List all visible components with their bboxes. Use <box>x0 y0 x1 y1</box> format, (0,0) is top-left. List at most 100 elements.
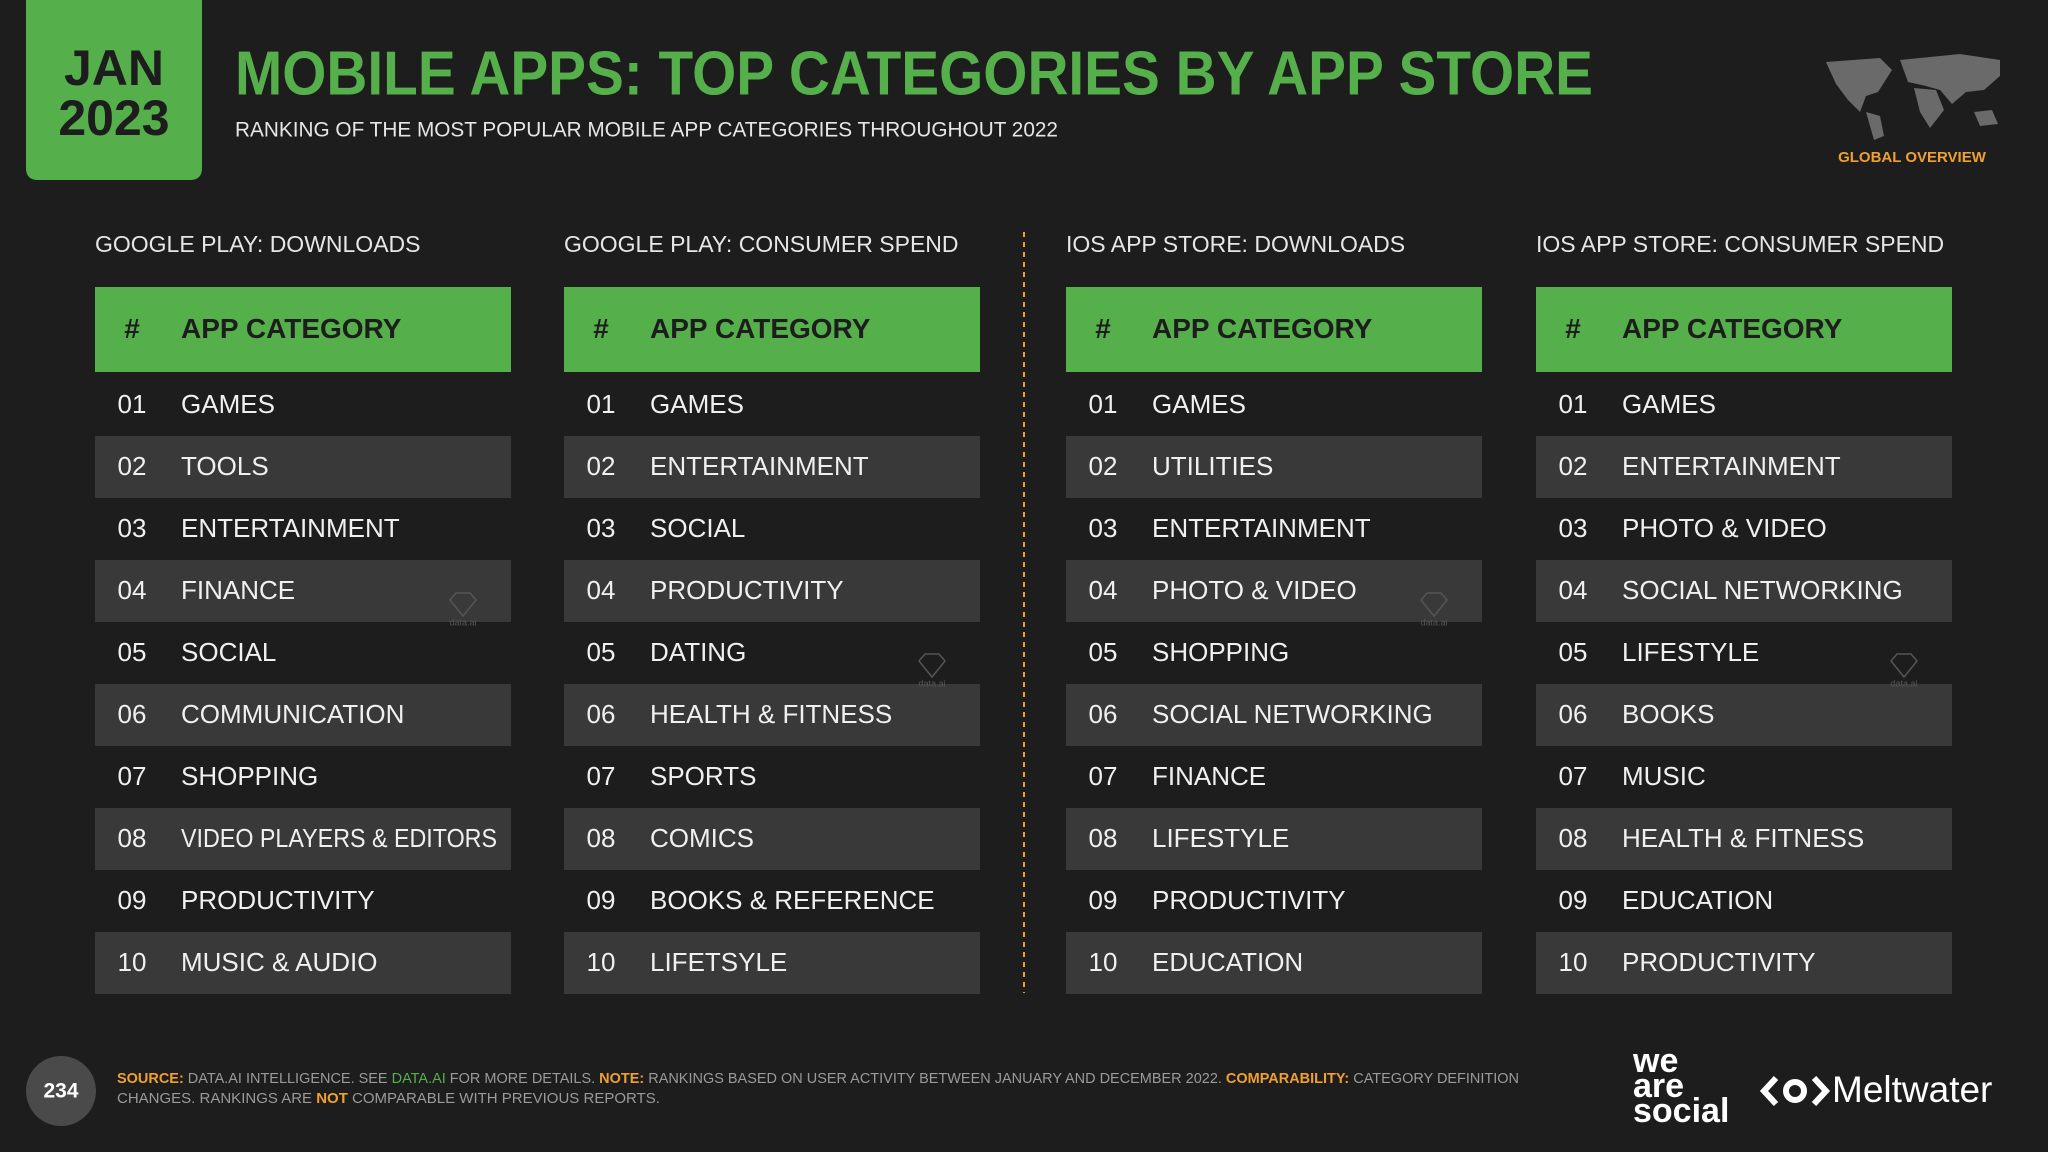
rank: 03 <box>118 513 147 543</box>
rank: 09 <box>1089 885 1118 915</box>
watermark-icon <box>449 592 477 618</box>
table-row <box>95 932 511 994</box>
rank: 06 <box>587 699 616 729</box>
table-row <box>95 684 511 746</box>
partner-logo: Meltwater <box>1832 1069 1992 1110</box>
category: BOOKS & REFERENCE <box>650 885 935 915</box>
category: SOCIAL NETWORKING <box>1152 699 1433 729</box>
category: COMMUNICATION <box>181 699 404 729</box>
table-header <box>1536 287 1952 372</box>
watermark-icon <box>1890 653 1918 679</box>
column-header: APP CATEGORY <box>1622 313 1843 344</box>
watermark-icon <box>918 653 946 679</box>
footer-segment: FOR MORE DETAILS. <box>446 1070 599 1087</box>
rank: 03 <box>587 513 616 543</box>
rank: 07 <box>587 761 616 791</box>
rank: 01 <box>118 389 147 419</box>
table-title: GOOGLE PLAY: DOWNLOADS <box>95 231 421 257</box>
rank: 04 <box>118 575 147 605</box>
category: LIFETSYLE <box>650 947 787 977</box>
category: COMICS <box>650 823 754 853</box>
category: PRODUCTIVITY <box>1622 947 1816 977</box>
footer-note: CHANGES. RANKINGS ARE NOT COMPARABLE WIT… <box>117 1090 660 1107</box>
rank: 08 <box>1559 823 1588 853</box>
table-row <box>1066 560 1482 622</box>
category: SOCIAL <box>181 637 276 667</box>
rank: 07 <box>118 761 147 791</box>
rank: 04 <box>1089 575 1118 605</box>
category: MUSIC <box>1622 761 1706 791</box>
rank: 05 <box>587 637 616 667</box>
table-row <box>1066 684 1482 746</box>
watermark: data.ai <box>918 678 945 688</box>
logo-word: social <box>1633 1092 1729 1130</box>
rank: 02 <box>1089 451 1118 481</box>
table-row <box>1066 932 1482 994</box>
table-row <box>1536 808 1952 870</box>
table-row <box>564 932 980 994</box>
footer-segment: COMPARABLE WITH PREVIOUS REPORTS. <box>348 1090 660 1107</box>
footer-segment: RANKINGS BASED ON USER ACTIVITY BETWEEN … <box>644 1070 1226 1087</box>
rank: 04 <box>1559 575 1588 605</box>
column-header: APP CATEGORY <box>650 313 871 344</box>
rank: 01 <box>1089 389 1118 419</box>
category: FINANCE <box>181 575 295 605</box>
category: GAMES <box>181 389 275 419</box>
category: LIFESTYLE <box>1152 823 1289 853</box>
region-label: GLOBAL OVERVIEW <box>1838 149 1987 166</box>
footer-segment: DATA.AI <box>392 1070 446 1087</box>
table-row <box>95 808 511 870</box>
category: HEALTH & FITNESS <box>1622 823 1864 853</box>
table-row <box>1536 932 1952 994</box>
table-row <box>95 560 511 622</box>
column-header: # <box>1565 313 1581 344</box>
footer-segment: NOTE: <box>599 1070 644 1087</box>
partner-icon <box>1759 1075 1831 1107</box>
rank: 10 <box>118 947 147 977</box>
category: TOOLS <box>181 451 269 481</box>
footer-segment: CHANGES. RANKINGS ARE <box>117 1090 316 1107</box>
watermark: data.ai <box>1890 678 1917 688</box>
rank: 09 <box>118 885 147 915</box>
column-header: # <box>1095 313 1111 344</box>
footer-segment: DATA.AI INTELLIGENCE. SEE <box>184 1070 392 1087</box>
category: EDUCATION <box>1152 947 1303 977</box>
category: PHOTO & VIDEO <box>1152 575 1357 605</box>
rank: 10 <box>1559 947 1588 977</box>
category: EDUCATION <box>1622 885 1773 915</box>
category: SOCIAL NETWORKING <box>1622 575 1903 605</box>
category: ENTERTAINMENT <box>1622 451 1841 481</box>
table-row <box>564 684 980 746</box>
table-row <box>1536 560 1952 622</box>
table-row <box>564 560 980 622</box>
category: GAMES <box>1152 389 1246 419</box>
rank: 05 <box>118 637 147 667</box>
table-header <box>95 287 511 372</box>
world-map <box>1826 54 2000 140</box>
rank: 09 <box>587 885 616 915</box>
category: UTILITIES <box>1152 451 1273 481</box>
rank: 06 <box>1559 699 1588 729</box>
category: GAMES <box>650 389 744 419</box>
rank: 07 <box>1089 761 1118 791</box>
rank: 02 <box>1559 451 1588 481</box>
column-header: APP CATEGORY <box>1152 313 1373 344</box>
rank: 01 <box>587 389 616 419</box>
footer-segment: CATEGORY DEFINITION <box>1349 1070 1519 1087</box>
rank: 03 <box>1559 513 1588 543</box>
table-row <box>564 808 980 870</box>
date-badge <box>26 0 202 180</box>
table-title: IOS APP STORE: DOWNLOADS <box>1066 231 1405 257</box>
rank: 02 <box>118 451 147 481</box>
rank: 08 <box>587 823 616 853</box>
watermark: data.ai <box>1420 617 1447 627</box>
category: SHOPPING <box>181 761 318 791</box>
footer-segment: COMPARABILITY: <box>1226 1070 1349 1087</box>
rank: 02 <box>587 451 616 481</box>
table-header <box>1066 287 1482 372</box>
page-number-circle <box>26 1056 96 1126</box>
rank: 04 <box>587 575 616 605</box>
rank: 08 <box>118 823 147 853</box>
badge-month: JAN <box>64 40 164 96</box>
